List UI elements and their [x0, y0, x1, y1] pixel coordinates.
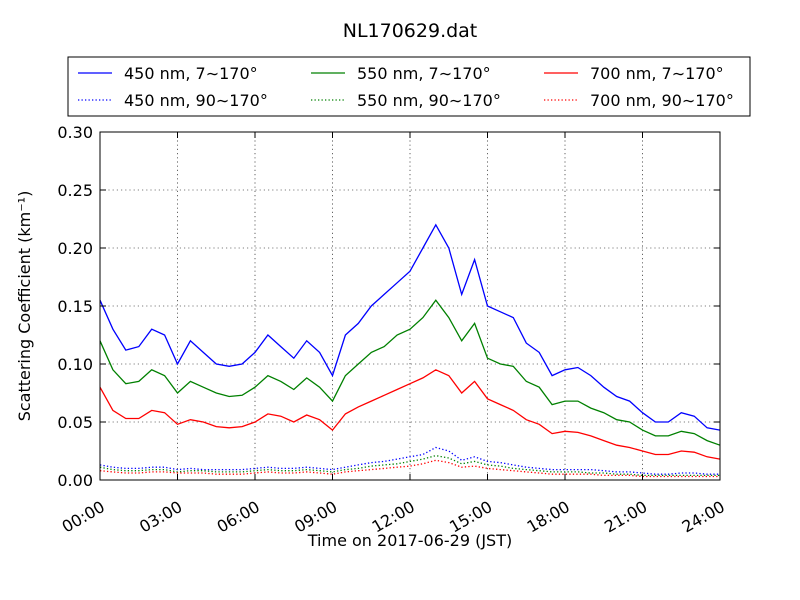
legend: 450 nm, 7∼170° 550 nm, 7∼170° 700 nm, 7∼17… — [67, 56, 751, 117]
y-axis-title: Scattering Coefficient (km⁻¹) — [15, 191, 34, 422]
y-tick-label: 0.20 — [57, 239, 93, 258]
x-tick-label: 00:00 — [59, 497, 108, 537]
legend-box — [67, 56, 751, 117]
series-line — [99, 446, 720, 475]
y-tick-label: 0.00 — [57, 471, 93, 490]
legend-label: 550 nm, 7∼170° — [357, 64, 491, 83]
x-axis-title: Time on 2017-06-29 (JST) — [307, 531, 512, 550]
x-tick-label: 24:00 — [679, 497, 728, 537]
chart-title: NL170629.dat — [343, 20, 478, 42]
plot-lines — [99, 223, 721, 478]
y-tick-label: 0.25 — [57, 181, 93, 200]
x-tick-label: 18:00 — [524, 497, 573, 537]
x-tick-label: 21:00 — [601, 497, 650, 537]
legend-label: 450 nm, 90∼170° — [124, 91, 268, 110]
legend-label: 700 nm, 7∼170° — [590, 64, 724, 83]
y-tick-label: 0.15 — [57, 297, 93, 316]
legend-label: 700 nm, 90∼170° — [590, 91, 734, 110]
x-tick-label: 06:00 — [214, 497, 263, 537]
series-line — [99, 299, 721, 446]
y-tick-label: 0.30 — [57, 123, 93, 142]
x-tick-label: 03:00 — [136, 497, 185, 537]
legend-label: 550 nm, 90∼170° — [357, 91, 501, 110]
series-line — [99, 454, 720, 477]
y-tick-labels: 0.00 0.05 0.10 0.15 0.20 0.25 0.30 — [57, 123, 93, 490]
series-line — [99, 369, 721, 460]
legend-label: 450 nm, 7∼170° — [124, 64, 258, 83]
y-tick-label: 0.05 — [57, 413, 93, 432]
y-tick-label: 0.10 — [57, 355, 93, 374]
grid — [100, 132, 720, 480]
axis-ticks — [99, 131, 721, 481]
series-line — [99, 223, 721, 431]
